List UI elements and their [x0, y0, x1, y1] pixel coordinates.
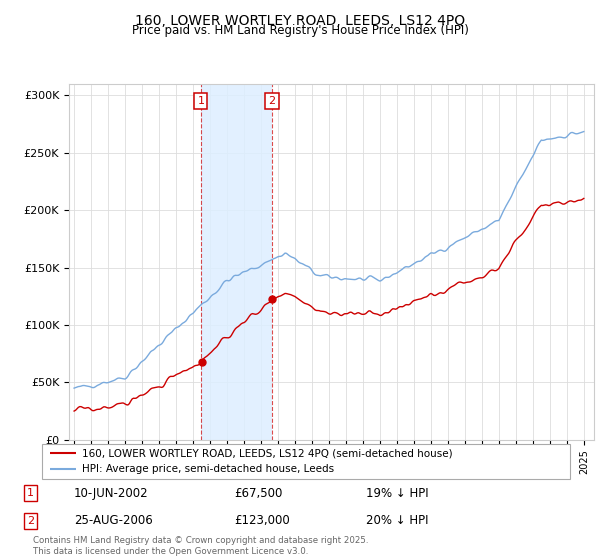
- Text: 20% ↓ HPI: 20% ↓ HPI: [366, 515, 429, 528]
- Text: Price paid vs. HM Land Registry's House Price Index (HPI): Price paid vs. HM Land Registry's House …: [131, 24, 469, 37]
- Text: £123,000: £123,000: [234, 515, 290, 528]
- Text: 2: 2: [268, 96, 275, 106]
- FancyBboxPatch shape: [42, 444, 570, 479]
- Text: 1: 1: [197, 96, 205, 106]
- Text: HPI: Average price, semi-detached house, Leeds: HPI: Average price, semi-detached house,…: [82, 464, 334, 474]
- Text: Contains HM Land Registry data © Crown copyright and database right 2025.
This d: Contains HM Land Registry data © Crown c…: [33, 536, 368, 556]
- Text: 19% ↓ HPI: 19% ↓ HPI: [366, 487, 429, 500]
- Bar: [201, 84, 272, 440]
- Text: £67,500: £67,500: [234, 487, 282, 500]
- Text: 2: 2: [27, 516, 34, 526]
- Text: 25-AUG-2006: 25-AUG-2006: [74, 515, 152, 528]
- Text: 160, LOWER WORTLEY ROAD, LEEDS, LS12 4PQ (semi-detached house): 160, LOWER WORTLEY ROAD, LEEDS, LS12 4PQ…: [82, 448, 452, 458]
- Text: 160, LOWER WORTLEY ROAD, LEEDS, LS12 4PQ: 160, LOWER WORTLEY ROAD, LEEDS, LS12 4PQ: [135, 14, 465, 28]
- Text: 1: 1: [27, 488, 34, 498]
- Text: 10-JUN-2002: 10-JUN-2002: [74, 487, 148, 500]
